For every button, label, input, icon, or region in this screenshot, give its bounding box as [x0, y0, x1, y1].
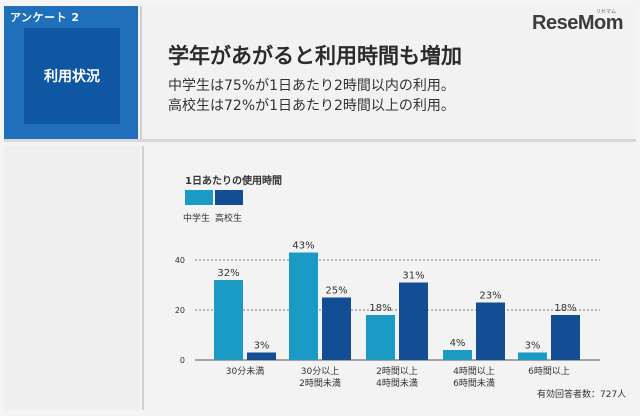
- legend-swatch-middle: [185, 190, 213, 205]
- bar-high-0: [247, 352, 276, 360]
- bar-high-1: [322, 297, 351, 360]
- category-label: 利用状況: [44, 69, 100, 85]
- value-label-high-2: 31%: [402, 271, 424, 282]
- y-tick-0: 0: [180, 356, 185, 365]
- x-label-1-0: 30分以上: [301, 366, 339, 377]
- y-tick-40: 40: [175, 256, 185, 265]
- value-label-middle-0: 32%: [217, 268, 239, 279]
- bar-middle-3: [443, 350, 472, 360]
- survey-badge: アンケート 2 利用状況: [4, 6, 138, 139]
- headline: 学年があがると利用時間も増加: [168, 44, 462, 68]
- y-tick-20: 20: [175, 306, 185, 315]
- value-label-middle-1: 43%: [292, 241, 314, 252]
- value-label-high-3: 23%: [479, 291, 501, 302]
- value-label-high-0: 3%: [254, 341, 270, 352]
- category-box: 利用状況: [24, 28, 120, 124]
- respondent-count: 有効回答者数：727人: [537, 390, 627, 400]
- legend-label-middle: 中学生: [183, 214, 211, 224]
- value-label-middle-3: 4%: [450, 338, 466, 349]
- legend-label-high: 高校生: [215, 214, 243, 224]
- bar-high-2: [399, 282, 428, 360]
- legend-swatch-high: [215, 190, 243, 205]
- value-label-high-1: 25%: [325, 286, 347, 297]
- x-label-3-1: 6時間未満: [453, 377, 495, 389]
- badge-label: アンケート 2: [10, 11, 80, 24]
- summary-line-1: 中学生は75%が1日あたり2時間以内の利用。: [168, 78, 455, 94]
- bar-high-4: [551, 315, 580, 360]
- value-label-middle-2: 18%: [369, 303, 391, 314]
- logo-kana: リセマム: [596, 9, 617, 15]
- bar-middle-0: [214, 280, 243, 360]
- header-divider: [140, 6, 142, 139]
- x-label-4-0: 6時間以上: [528, 366, 570, 377]
- resemom-logo: ReseMom: [532, 12, 623, 34]
- x-label-2-0: 2時間以上: [376, 366, 418, 377]
- summary-line-2: 高校生は72%が1日あたり2時間以上の利用。: [168, 98, 455, 114]
- x-label-3-0: 4時間以上: [453, 366, 495, 377]
- value-label-middle-4: 3%: [525, 341, 541, 352]
- bar-middle-4: [518, 352, 547, 360]
- x-label-0-0: 30分未満: [226, 365, 264, 377]
- x-label-1-1: 2時間未満: [299, 377, 341, 389]
- value-label-high-4: 18%: [554, 303, 576, 314]
- bar-middle-2: [366, 315, 395, 360]
- chart-title: 1日あたりの使用時間: [185, 176, 282, 187]
- left-strip: [4, 146, 140, 410]
- bar-high-3: [476, 302, 505, 360]
- x-label-2-1: 4時間未満: [376, 377, 418, 389]
- bar-middle-1: [289, 252, 318, 360]
